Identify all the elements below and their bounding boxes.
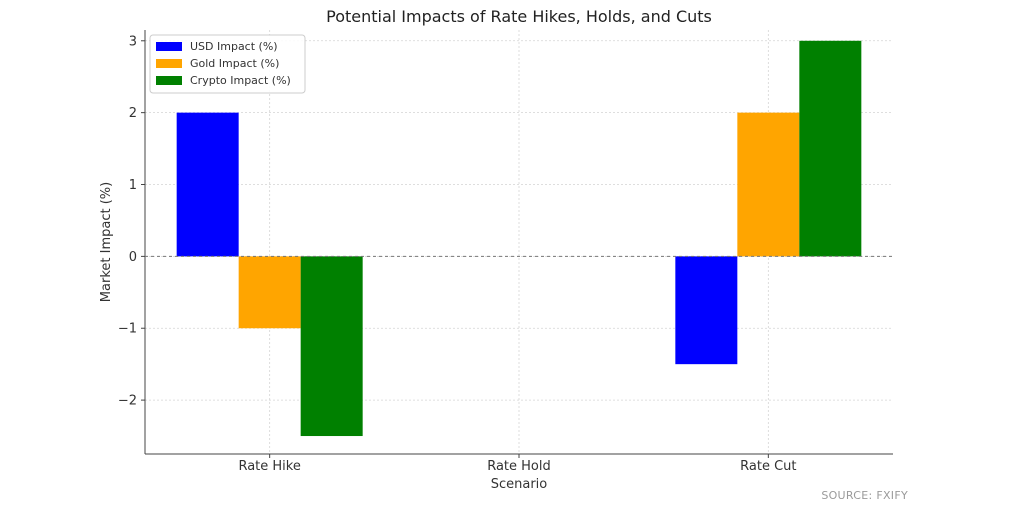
x-tick-label: Rate Hold — [487, 459, 551, 474]
y-tick-label: 1 — [129, 178, 137, 193]
y-tick-labels: −2 −1 0 1 2 3 — [118, 34, 145, 409]
legend-swatch — [156, 42, 182, 51]
x-axis-title: Scenario — [491, 477, 548, 492]
legend-swatch — [156, 59, 182, 68]
y-tick-label: 2 — [129, 106, 137, 121]
legend-label: Gold Impact (%) — [190, 57, 279, 70]
chart-title: Potential Impacts of Rate Hikes, Holds, … — [326, 7, 712, 26]
y-tick-label: 0 — [129, 250, 137, 265]
legend-label: USD Impact (%) — [190, 40, 278, 53]
bar-crypto-rate-hike — [300, 256, 363, 437]
bar-usd-rate-hike — [176, 112, 239, 257]
legend-box — [149, 34, 306, 94]
legend: USD Impact (%) Gold Impact (%) Crypto Impa… — [149, 34, 306, 94]
bar-gold-rate-cut — [737, 112, 800, 257]
legend-label: Crypto Impact (%) — [190, 74, 291, 87]
legend-swatch — [156, 76, 182, 85]
x-tick-label: Rate Hike — [238, 459, 300, 474]
bar-gold-rate-hike — [238, 256, 301, 329]
y-tick-label: 3 — [129, 34, 137, 49]
x-tick-labels: Rate Hike Rate Hold Rate Cut — [238, 454, 797, 474]
y-tick-label: −2 — [118, 394, 137, 409]
bar-crypto-rate-cut — [799, 40, 862, 257]
y-axis-title: Market Impact (%) — [99, 182, 114, 302]
source-note: SOURCE: FXIFY — [821, 489, 908, 502]
bar-usd-rate-cut — [675, 256, 738, 365]
x-tick-label: Rate Cut — [740, 459, 796, 474]
y-tick-label: −1 — [118, 322, 137, 337]
bars — [176, 40, 862, 437]
